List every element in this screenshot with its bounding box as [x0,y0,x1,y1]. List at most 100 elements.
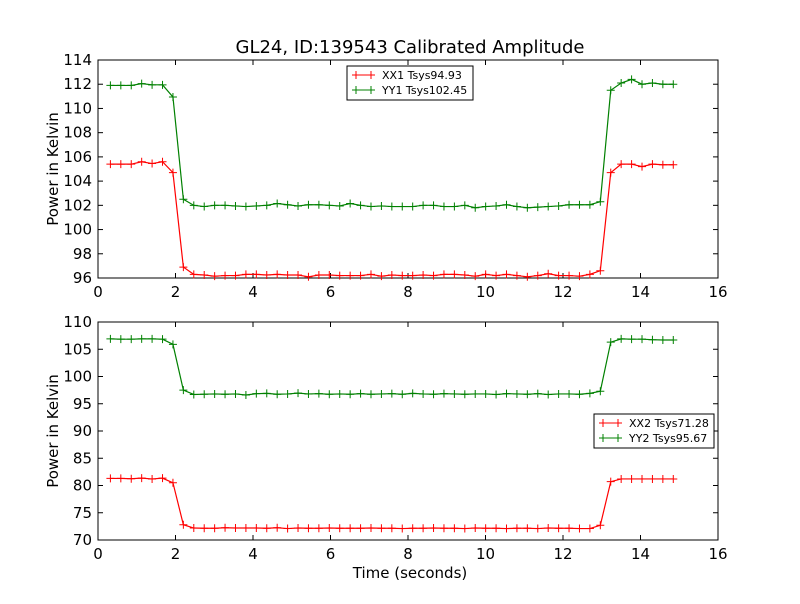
data-point-marker [554,201,563,210]
data-point-marker [262,524,271,533]
data-point-marker [189,201,198,210]
data-point-marker [398,524,407,533]
y-tick-label: 104 [63,172,92,190]
data-point-marker [210,201,219,210]
data-point-marker [241,202,250,211]
data-point-marker [262,270,271,279]
data-point-marker [492,201,501,210]
data-point-marker [544,269,553,278]
data-point-marker [429,390,438,399]
data-point-marker [575,200,584,209]
legend-label: YY1 Tsys102.45 [381,84,467,97]
x-tick-label: 16 [708,283,727,301]
data-point-marker [168,92,177,101]
data-point-marker [419,270,428,279]
data-point-marker [335,524,344,533]
x-tick-label: 0 [93,283,103,301]
x-tick-label: 12 [553,283,572,301]
y-tick-label: 96 [73,269,92,287]
data-point-marker [617,334,626,343]
data-point-marker [314,270,323,279]
data-point-marker [638,80,647,89]
data-point-marker [387,524,396,533]
data-point-marker [408,271,417,280]
x-tick-label: 6 [326,545,336,563]
data-point-marker [356,271,365,280]
data-point-marker [200,524,209,533]
data-point-marker [617,474,626,483]
legend-swatch [599,434,622,442]
data-point-marker [523,524,532,533]
data-point-marker [523,390,532,399]
bottom-xlabel: Time (seconds) [352,564,468,582]
data-point-marker [627,160,636,169]
y-tick-label: 70 [73,531,92,549]
y-tick-label: 98 [73,245,92,263]
data-point-marker [283,270,292,279]
y-tick-label: 85 [73,449,92,467]
data-point-marker [179,195,188,204]
y-tick-label: 90 [73,422,92,440]
data-point-marker [596,387,605,396]
data-point-marker [346,199,355,208]
data-point-marker [189,524,198,533]
data-point-marker [200,202,209,211]
data-point-marker [638,162,647,171]
data-point-marker [387,202,396,211]
data-point-marker [575,524,584,533]
data-point-marker [512,389,521,398]
data-point-marker [231,201,240,210]
data-point-marker [439,389,448,398]
data-point-marker [148,159,157,168]
legend-swatch [599,419,622,427]
data-point-marker [325,390,334,399]
x-tick-label: 14 [631,545,650,563]
bottom-ylabel: Power in Kelvin [44,374,62,488]
x-tick-label: 6 [326,283,336,301]
data-point-marker [325,524,334,533]
data-point-marker [179,520,188,529]
data-point-marker [346,390,355,399]
data-point-marker [450,270,459,279]
data-point-marker [127,474,136,483]
data-point-marker [127,335,136,344]
data-point-marker [492,524,501,533]
data-point-marker [648,79,657,88]
data-point-marker [554,524,563,533]
data-point-marker [398,271,407,280]
data-point-marker [481,524,490,533]
data-point-marker [231,271,240,280]
data-point-marker [419,389,428,398]
data-point-marker [252,270,261,279]
x-tick-label: 4 [248,283,258,301]
x-tick-label: 0 [93,545,103,563]
x-tick-label: 14 [631,283,650,301]
data-point-marker [335,201,344,210]
data-point-marker [450,524,459,533]
data-point-marker [387,389,396,398]
data-point-marker [512,202,521,211]
data-point-marker [617,79,626,88]
data-point-marker [481,202,490,211]
data-point-marker [314,389,323,398]
data-point-marker [241,524,250,533]
data-point-marker [408,389,417,398]
bottom-axes: 0 2 4 6 8 10 12 14 16 70 75 80 85 90 95 100 105 110 XX2 Ts… [63,313,727,563]
data-point-marker [638,474,647,483]
data-point-marker [502,200,511,209]
data-point-marker [450,389,459,398]
y-tick-label: 106 [63,148,92,166]
data-point-marker [127,81,136,90]
x-tick-label: 2 [171,545,181,563]
data-point-marker [158,80,167,89]
data-point-marker [137,157,146,166]
data-point-marker [638,335,647,344]
top-ylabel: Power in Kelvin [44,112,62,226]
data-point-marker [325,201,334,210]
data-point-marker [116,160,125,169]
data-point-marker [304,524,313,533]
y-tick-label: 75 [73,504,92,522]
data-point-marker [419,524,428,533]
x-tick-label: 10 [476,545,495,563]
x-tick-label: 10 [476,283,495,301]
